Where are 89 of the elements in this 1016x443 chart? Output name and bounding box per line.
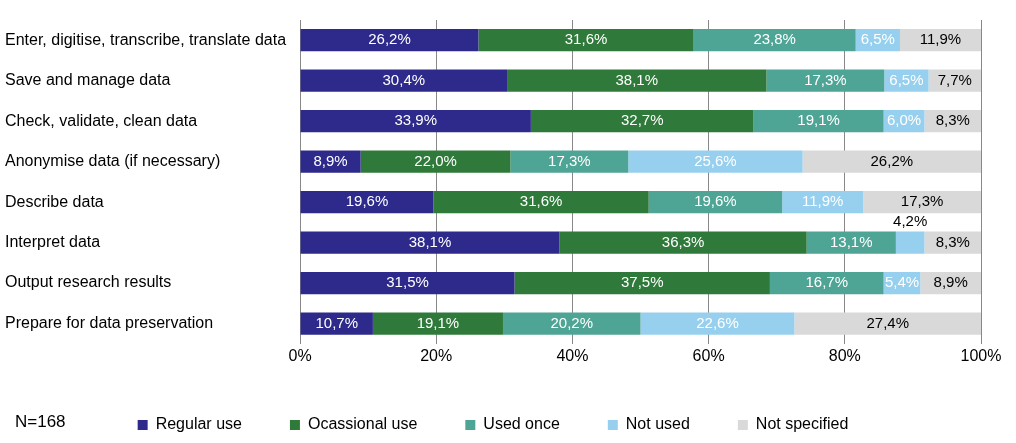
data-label: 13,1% (830, 232, 873, 250)
data-label: 8,9% (933, 273, 968, 291)
data-label: 10,7% (315, 313, 358, 331)
data-label: 36,3% (661, 232, 705, 250)
bar (863, 191, 981, 214)
bar (300, 231, 560, 254)
data-label: 19,1% (416, 313, 460, 331)
bar (769, 271, 884, 295)
data-label: 11,9% (801, 192, 844, 210)
data-label: 8,3% (935, 111, 970, 129)
x-tick-label: 40% (556, 346, 589, 364)
data-label: 4,2% (893, 211, 928, 229)
legend-label: Ocassional use (307, 415, 418, 433)
data-label: 30,4% (382, 70, 426, 88)
data-label: 19,1% (797, 111, 840, 129)
bar (478, 29, 694, 52)
data-label: 17,3% (900, 192, 944, 210)
y-tick-label: Describe data (5, 192, 104, 210)
bar (300, 191, 434, 214)
bar (530, 110, 754, 133)
data-label: 23,8% (753, 30, 796, 48)
y-tick-label: Enter, digitise, transcribe, translate data (5, 30, 287, 48)
y-tick-label: Save and manage data (5, 71, 171, 89)
data-label: 33,9% (394, 111, 437, 129)
bar (300, 271, 515, 295)
data-label: 22,6% (696, 313, 739, 331)
bar (628, 150, 803, 173)
data-label: 26,2% (368, 30, 411, 48)
x-tick-label: 80% (828, 346, 861, 364)
bar (648, 191, 783, 214)
data-label: 11,9% (919, 30, 962, 48)
y-tick-label: Anonymise data (if necessary) (5, 152, 221, 170)
x-tick-label: 100% (960, 346, 1002, 364)
data-label: 6,0% (886, 111, 922, 129)
x-tick-label: 20% (420, 346, 453, 364)
bar (806, 231, 896, 254)
bar (895, 231, 925, 254)
bar (693, 29, 856, 52)
y-tick-label: Check, validate, clean data (5, 111, 198, 129)
data-label: 8,9% (313, 151, 348, 169)
data-label: 19,6% (345, 192, 389, 210)
data-label: 19,6% (694, 192, 737, 210)
y-tick-label: Prepare for data preservation (5, 313, 214, 331)
legend-label: Not specified (755, 415, 849, 433)
data-label: 6,5% (860, 30, 895, 48)
bar (802, 150, 981, 173)
data-label: 26,2% (870, 151, 914, 169)
legend-label: Not used (625, 415, 690, 433)
bar (502, 312, 641, 335)
data-label: 17,3% (548, 151, 591, 169)
data-label: 6,5% (889, 70, 924, 88)
x-tick-label: 0% (288, 346, 312, 364)
data-label: 22,0% (414, 151, 457, 169)
data-label: 31,6% (519, 192, 563, 210)
bar (433, 191, 649, 214)
data-label: 16,7% (805, 273, 849, 291)
bar (794, 312, 981, 335)
data-label: 27,4% (866, 313, 909, 331)
bar (300, 29, 479, 52)
x-tick-label: 60% (692, 346, 725, 364)
bar (514, 271, 770, 295)
data-label: 31,6% (564, 30, 608, 48)
bar (510, 150, 629, 173)
data-label: 31,5% (386, 273, 429, 291)
bar (300, 110, 531, 133)
bar (372, 312, 503, 335)
data-label: 5,4% (884, 273, 920, 291)
bar (300, 312, 373, 335)
data-label: 32,7% (620, 111, 664, 129)
legend-label: Regular use (155, 415, 243, 433)
data-label: 8,3% (935, 232, 970, 250)
data-label: 37,5% (620, 273, 664, 291)
data-label: 17,3% (804, 70, 847, 88)
data-label: 7,7% (937, 70, 972, 88)
data-label: 25,6% (694, 151, 737, 169)
y-tick-label: Interpret data (5, 233, 101, 251)
data-label: 38,1% (408, 232, 452, 250)
legend-label: Used once (483, 415, 560, 433)
y-tick-label: Output research results (5, 273, 172, 291)
bar (507, 69, 767, 92)
data-label: 20,2% (550, 313, 594, 331)
bar (360, 150, 511, 173)
data-label: 38,1% (615, 70, 659, 88)
bar (559, 231, 807, 254)
bar (753, 110, 884, 133)
bar (300, 69, 508, 92)
text: N=168 (15, 412, 66, 432)
bar (766, 69, 885, 92)
bar (640, 312, 795, 335)
